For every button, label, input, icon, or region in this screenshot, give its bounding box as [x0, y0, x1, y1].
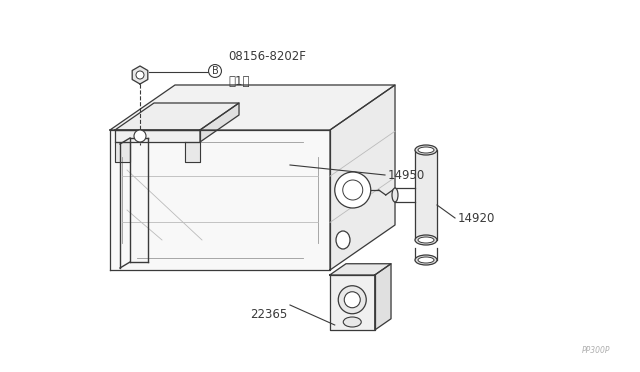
Text: 08156-8202F: 08156-8202F [228, 50, 306, 63]
Polygon shape [330, 85, 395, 270]
Ellipse shape [392, 188, 398, 202]
Circle shape [344, 292, 360, 308]
Circle shape [339, 286, 366, 314]
Ellipse shape [418, 257, 434, 263]
Polygon shape [375, 264, 391, 330]
Text: PP300P: PP300P [582, 346, 610, 355]
Text: 22365: 22365 [250, 308, 287, 321]
Polygon shape [110, 85, 395, 130]
Text: （1）: （1） [228, 75, 250, 88]
Polygon shape [200, 103, 239, 142]
Polygon shape [132, 66, 148, 84]
Ellipse shape [418, 237, 434, 243]
Text: B: B [212, 66, 218, 76]
Text: 14950: 14950 [388, 169, 425, 182]
Ellipse shape [415, 255, 437, 265]
Circle shape [136, 71, 144, 79]
Ellipse shape [343, 317, 361, 327]
Circle shape [343, 180, 363, 200]
Polygon shape [330, 264, 391, 275]
Polygon shape [110, 130, 330, 270]
Ellipse shape [415, 145, 437, 155]
Ellipse shape [418, 147, 434, 153]
Ellipse shape [336, 231, 350, 249]
Polygon shape [115, 130, 200, 142]
Polygon shape [185, 142, 200, 162]
Text: 14920: 14920 [458, 212, 495, 224]
Polygon shape [115, 142, 130, 162]
Circle shape [335, 172, 371, 208]
Polygon shape [115, 103, 239, 130]
Polygon shape [330, 275, 375, 330]
Circle shape [134, 130, 146, 142]
Polygon shape [415, 150, 437, 240]
Ellipse shape [415, 235, 437, 245]
